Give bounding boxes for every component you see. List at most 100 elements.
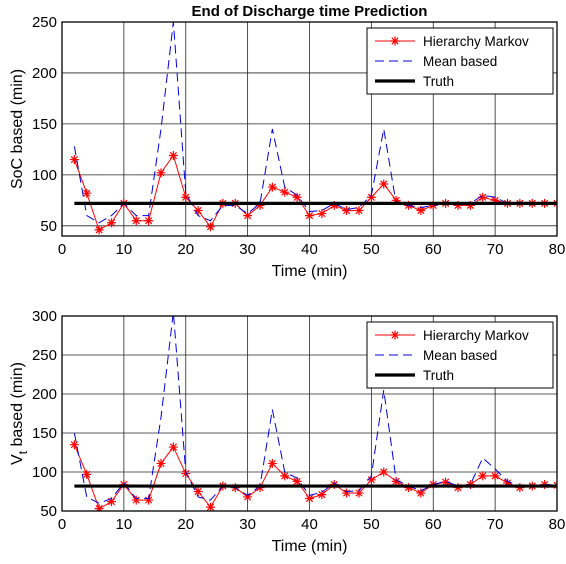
legend-label: Mean based <box>423 54 497 69</box>
series-group <box>69 22 557 235</box>
x-tick-label: 50 <box>363 516 380 533</box>
y-tick-label: 250 <box>32 14 57 31</box>
legend-label: Hierarchy Markov <box>423 328 529 343</box>
x-tick-label: 50 <box>363 241 380 258</box>
y-tick-label: 200 <box>32 65 57 82</box>
hierarchy-markov-point <box>453 200 463 210</box>
y-tick-label: 100 <box>32 464 57 481</box>
hierarchy-markov-point <box>144 495 154 505</box>
hierarchy-markov-point <box>305 494 314 504</box>
hierarchy-markov-point <box>305 211 314 221</box>
hierarchy-markov-point <box>255 200 265 210</box>
hierarchy-markov-point <box>342 206 352 216</box>
x-tick-label: 60 <box>425 516 442 533</box>
x-tick-label: 0 <box>58 241 66 258</box>
hierarchy-markov-point <box>317 490 327 500</box>
axes-box <box>61 315 558 512</box>
hierarchy-markov-point <box>107 218 116 228</box>
hierarchy-markov-point <box>465 200 475 210</box>
x-tick-label: 80 <box>549 516 566 533</box>
hierarchy-markov-point <box>490 195 500 205</box>
chart-1: 0 10 20 30 40 50 60 70 80 50 100 150 200 250 End of Di… <box>9 3 565 280</box>
y-tick-label: 250 <box>32 347 57 364</box>
hierarchy-markov-point <box>366 192 376 202</box>
chart-2: 0 10 20 30 40 50 60 70 80 50 100 150 200 250 300 Time (… <box>9 308 565 555</box>
y-axis-label-main: SoC based (min) <box>9 69 26 189</box>
hierarchy-markov-point <box>379 467 389 477</box>
series-hierarchy-markov-line <box>73 154 557 231</box>
hierarchy-markov-point <box>181 192 191 202</box>
hierarchy-markov-point <box>292 476 302 486</box>
x-tick-label: 30 <box>239 241 256 258</box>
hierarchy-markov-point <box>379 179 389 189</box>
y-tick-label: 50 <box>40 218 57 235</box>
hierarchy-markov-point <box>441 477 451 487</box>
hierarchy-markov-point <box>490 471 500 481</box>
x-tick-label: 10 <box>116 516 133 533</box>
hierarchy-markov-point <box>317 209 327 219</box>
series-hierarchy-markov-line <box>73 444 557 510</box>
x-tick-label: 20 <box>177 516 194 533</box>
series-group <box>69 316 557 511</box>
hierarchy-markov-point <box>69 155 79 165</box>
legend-label: Truth <box>423 74 454 89</box>
legend-star-marker <box>390 330 400 340</box>
y-axis-label-subscript: t <box>16 450 30 454</box>
hierarchy-markov-point <box>503 478 512 488</box>
hierarchy-markov-point <box>243 211 253 221</box>
hierarchy-markov-point <box>168 150 178 160</box>
hierarchy-markov-point <box>206 502 215 511</box>
y-axis-label: SoC based (min) <box>9 69 26 189</box>
x-tick-label: 70 <box>487 516 504 533</box>
x-tick-label: 40 <box>301 241 318 258</box>
hierarchy-markov-point <box>329 200 339 210</box>
hierarchy-markov-point <box>206 222 215 232</box>
x-tick-label: 40 <box>301 516 318 533</box>
hierarchy-markov-point <box>168 442 178 452</box>
x-tick-label: 0 <box>58 516 66 533</box>
x-axis-label: Time (min) <box>272 263 348 280</box>
axes-box <box>61 21 558 237</box>
y-axis-label-main: V <box>9 454 26 465</box>
hierarchy-markov-point <box>69 440 79 450</box>
hierarchy-markov-point <box>478 471 488 481</box>
series-mean-based-line <box>73 316 557 504</box>
hierarchy-markov-point <box>354 206 364 216</box>
x-tick-label: 60 <box>425 241 442 258</box>
hierarchy-markov-point <box>94 504 104 511</box>
hierarchy-markov-point <box>107 497 116 507</box>
hierarchy-markov-point <box>342 488 352 498</box>
hierarchy-markov-point <box>280 471 290 481</box>
hierarchy-markov-point <box>354 488 364 498</box>
hierarchy-markov-point <box>131 216 141 226</box>
hierarchy-markov-point <box>156 168 166 178</box>
hierarchy-markov-point <box>193 206 203 216</box>
hierarchy-markov-point <box>243 492 253 502</box>
hierarchy-markov-point <box>428 200 438 210</box>
hierarchy-markov-point <box>280 187 290 197</box>
y-tick-label: 200 <box>32 386 57 403</box>
chart-title: End of Discharge time Prediction <box>192 3 428 20</box>
hierarchy-markov-point <box>391 195 401 205</box>
y-tick-label: 100 <box>32 167 57 184</box>
hierarchy-markov-point <box>82 469 92 479</box>
y-tick-label: 150 <box>32 116 57 133</box>
y-axis-label-suffix: based (min) <box>9 362 26 451</box>
hierarchy-markov-point <box>391 476 401 486</box>
x-tick-label: 20 <box>177 241 194 258</box>
y-tick-label: 150 <box>32 425 57 442</box>
y-axis-label: Vt based (min) <box>9 362 30 465</box>
hierarchy-markov-point <box>94 225 104 235</box>
x-tick-label: 70 <box>487 241 504 258</box>
legend: Hierarchy Markov Mean based Truth <box>366 27 554 95</box>
hierarchy-markov-point <box>193 487 203 496</box>
hierarchy-markov-point <box>267 182 277 192</box>
x-tick-label: 30 <box>239 516 256 533</box>
hierarchy-markov-point <box>156 458 166 468</box>
x-axis-label: Time (min) <box>272 538 348 555</box>
hierarchy-markov-point <box>181 469 191 479</box>
hierarchy-markov-point <box>267 458 277 468</box>
hierarchy-markov-point <box>131 495 141 505</box>
x-tick-label: 80 <box>549 241 566 258</box>
